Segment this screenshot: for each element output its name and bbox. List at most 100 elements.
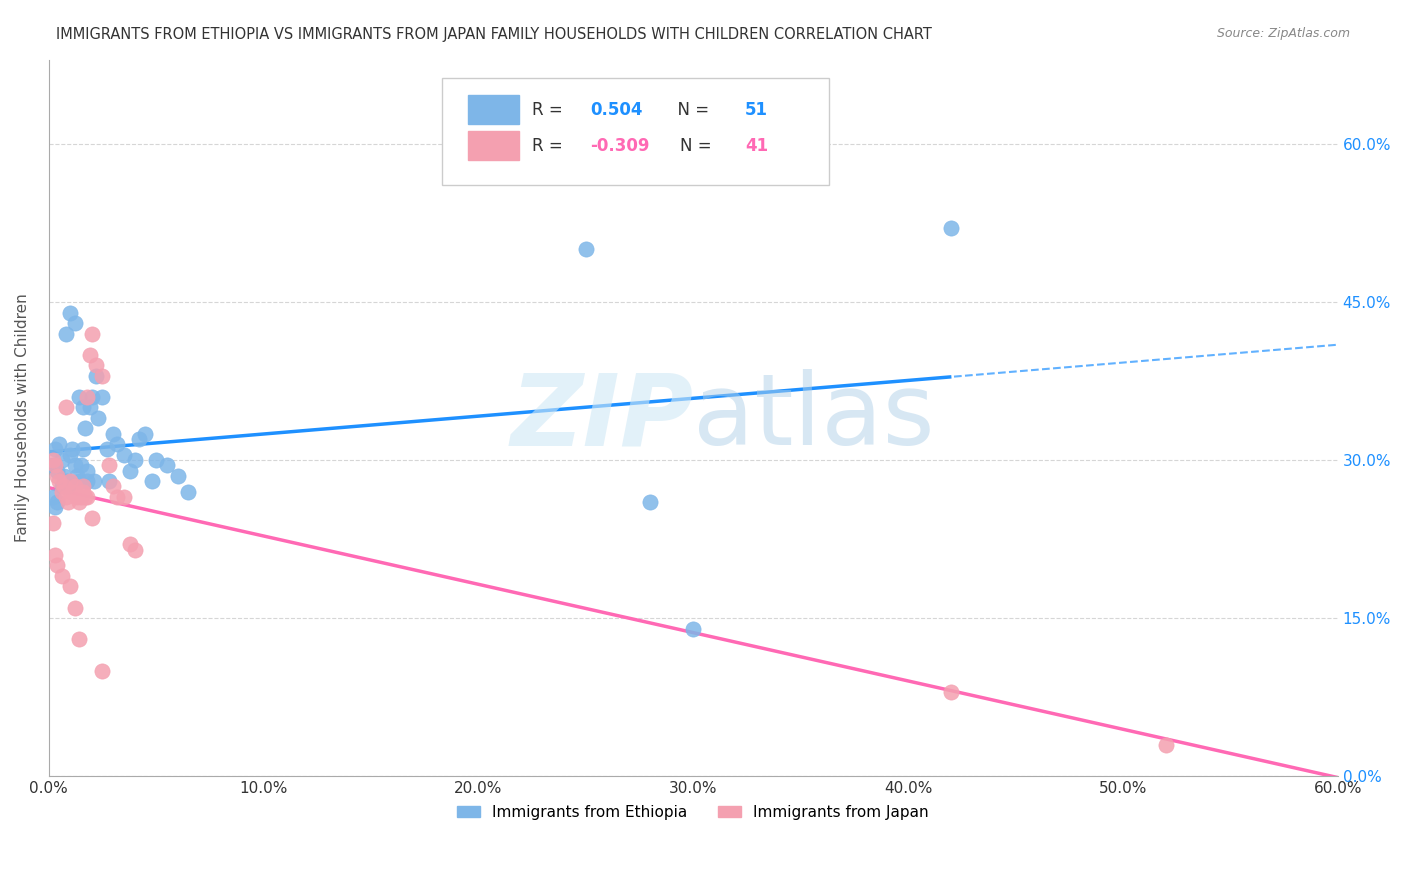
Point xyxy=(97,474,120,488)
Point xyxy=(44,442,66,457)
Point xyxy=(79,401,101,415)
Text: 41: 41 xyxy=(745,136,768,154)
Point xyxy=(55,474,77,488)
Point xyxy=(44,458,66,473)
Point xyxy=(134,426,156,441)
Point xyxy=(638,495,661,509)
Point xyxy=(84,358,107,372)
Point xyxy=(120,464,142,478)
Point xyxy=(80,390,103,404)
FancyBboxPatch shape xyxy=(468,95,519,124)
Point xyxy=(44,500,66,515)
Point xyxy=(42,516,65,531)
Point xyxy=(42,458,65,473)
Point xyxy=(112,490,135,504)
Point xyxy=(55,401,77,415)
Point xyxy=(75,490,97,504)
Text: atlas: atlas xyxy=(693,369,935,467)
Point xyxy=(46,495,69,509)
Point xyxy=(63,458,86,473)
Point xyxy=(156,458,179,473)
Point xyxy=(52,479,75,493)
Point xyxy=(51,479,73,493)
Point xyxy=(60,484,83,499)
Point xyxy=(72,442,94,457)
Point xyxy=(67,495,90,509)
Point xyxy=(42,453,65,467)
Point xyxy=(103,426,125,441)
Point xyxy=(87,410,110,425)
Point xyxy=(107,490,129,504)
Point xyxy=(177,484,200,499)
Point xyxy=(128,432,150,446)
Point xyxy=(76,490,98,504)
Point xyxy=(124,542,146,557)
Point xyxy=(75,421,97,435)
Point xyxy=(70,490,93,504)
Point xyxy=(103,479,125,493)
Text: N =: N = xyxy=(681,136,717,154)
Point xyxy=(46,464,69,478)
Point xyxy=(59,448,82,462)
Point xyxy=(59,305,82,319)
Point xyxy=(63,316,86,330)
Point xyxy=(96,442,118,457)
Legend: Immigrants from Ethiopia, Immigrants from Japan: Immigrants from Ethiopia, Immigrants fro… xyxy=(451,798,935,826)
Point xyxy=(66,468,89,483)
Point xyxy=(1154,738,1177,752)
Point xyxy=(79,348,101,362)
Point xyxy=(91,368,114,383)
Point xyxy=(575,242,598,256)
Text: Source: ZipAtlas.com: Source: ZipAtlas.com xyxy=(1216,27,1350,40)
Point xyxy=(51,484,73,499)
Point xyxy=(80,511,103,525)
Point xyxy=(91,664,114,678)
FancyBboxPatch shape xyxy=(468,131,519,160)
Point xyxy=(97,458,120,473)
Point xyxy=(72,401,94,415)
Point xyxy=(48,437,70,451)
Point xyxy=(107,437,129,451)
Point xyxy=(51,569,73,583)
Point xyxy=(46,468,69,483)
Point xyxy=(59,580,82,594)
Point xyxy=(52,468,75,483)
Point xyxy=(145,453,167,467)
Point xyxy=(56,495,79,509)
Point xyxy=(70,458,93,473)
Point xyxy=(76,464,98,478)
Text: 0.504: 0.504 xyxy=(591,101,643,119)
Point xyxy=(76,390,98,404)
Text: 51: 51 xyxy=(745,101,768,119)
Point xyxy=(72,484,94,499)
Point xyxy=(72,479,94,493)
Point xyxy=(60,442,83,457)
Point xyxy=(63,600,86,615)
Text: -0.309: -0.309 xyxy=(591,136,650,154)
Y-axis label: Family Households with Children: Family Households with Children xyxy=(15,293,30,542)
Point xyxy=(51,453,73,467)
Point xyxy=(124,453,146,467)
Point xyxy=(682,622,704,636)
Point xyxy=(91,390,114,404)
Point xyxy=(141,474,163,488)
Point xyxy=(46,558,69,573)
Point xyxy=(42,490,65,504)
Point xyxy=(939,685,962,699)
Point xyxy=(55,490,77,504)
Point xyxy=(76,474,98,488)
Point xyxy=(66,490,89,504)
Point xyxy=(67,474,90,488)
Point xyxy=(83,474,105,488)
Text: ZIP: ZIP xyxy=(510,369,693,467)
Text: IMMIGRANTS FROM ETHIOPIA VS IMMIGRANTS FROM JAPAN FAMILY HOUSEHOLDS WITH CHILDRE: IMMIGRANTS FROM ETHIOPIA VS IMMIGRANTS F… xyxy=(56,27,932,42)
Point xyxy=(939,221,962,235)
Point xyxy=(63,479,86,493)
Point xyxy=(44,548,66,562)
Point xyxy=(55,326,77,341)
Text: R =: R = xyxy=(531,101,568,119)
Point xyxy=(59,474,82,488)
Text: R =: R = xyxy=(531,136,568,154)
Point xyxy=(84,368,107,383)
Point xyxy=(112,448,135,462)
